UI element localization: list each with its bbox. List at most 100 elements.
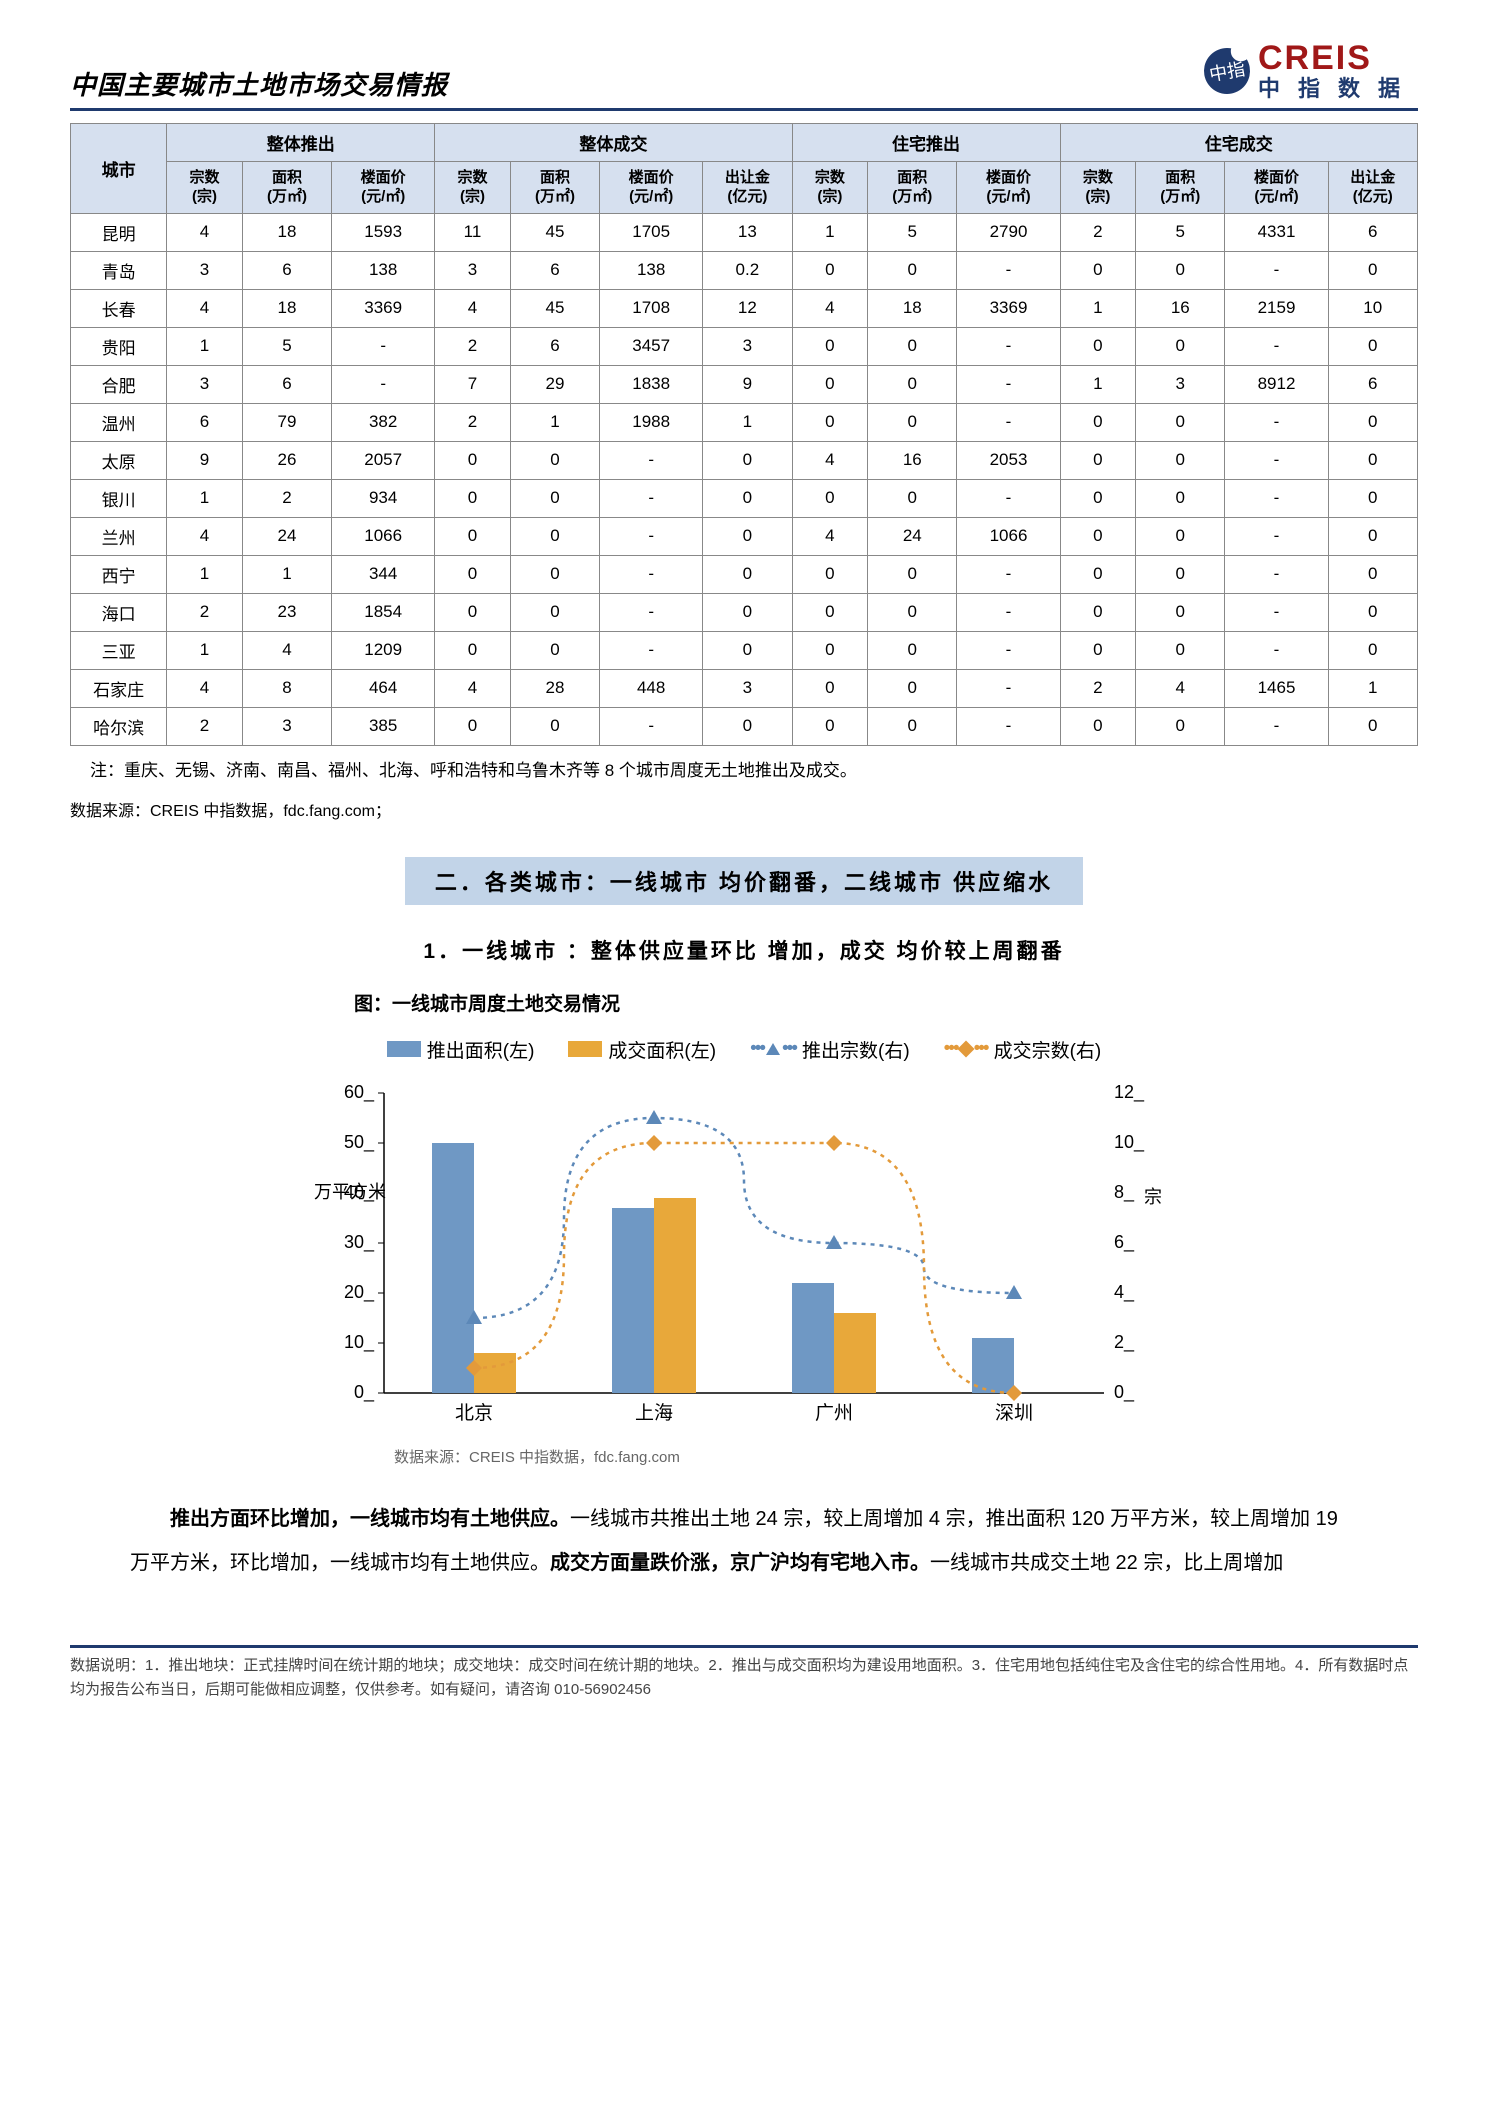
data-cell: 7: [435, 365, 511, 403]
city-cell: 昆明: [71, 213, 167, 251]
data-cell: 2: [242, 479, 331, 517]
data-cell: 0: [792, 251, 868, 289]
chart-svg: 0_10_20_30_40_50_60_0_2_4_6_8_10_12_万平方米…: [294, 1073, 1174, 1433]
data-cell: 0: [1136, 479, 1225, 517]
section-header-text: 二．各类城市：一线城市 均价翻番，二线城市 供应缩水: [405, 857, 1083, 905]
data-cell: 2057: [332, 441, 435, 479]
data-cell: 1708: [600, 289, 703, 327]
data-cell: 1705: [600, 213, 703, 251]
data-cell: 0: [703, 555, 792, 593]
data-cell: 0: [1328, 707, 1417, 745]
city-cell: 石家庄: [71, 669, 167, 707]
svg-text:0_: 0_: [354, 1382, 375, 1403]
section-header: 二．各类城市：一线城市 均价翻番，二线城市 供应缩水: [70, 857, 1418, 905]
data-cell: 0: [792, 555, 868, 593]
legend-line1: •••••• 推出宗数(右): [750, 1036, 910, 1063]
data-cell: 4: [167, 517, 243, 555]
data-cell: 0: [1328, 251, 1417, 289]
data-cell: -: [600, 707, 703, 745]
col-header: 出让金(亿元): [703, 161, 792, 213]
data-cell: 0: [703, 517, 792, 555]
data-cell: 0: [1136, 441, 1225, 479]
data-cell: 2: [435, 403, 511, 441]
data-cell: 0: [1060, 555, 1136, 593]
data-cell: 0: [868, 251, 957, 289]
data-cell: 0: [435, 479, 511, 517]
data-cell: 0: [1060, 441, 1136, 479]
data-cell: 0: [792, 403, 868, 441]
data-cell: 0: [1060, 403, 1136, 441]
data-cell: 0: [1060, 327, 1136, 365]
city-cell: 兰州: [71, 517, 167, 555]
data-cell: 11: [435, 213, 511, 251]
data-cell: 6: [167, 403, 243, 441]
data-cell: 16: [868, 441, 957, 479]
data-cell: 0: [792, 631, 868, 669]
data-cell: 0.2: [703, 251, 792, 289]
col-header: 楼面价(元/㎡): [600, 161, 703, 213]
svg-text:深圳: 深圳: [995, 1402, 1033, 1424]
data-cell: 18: [242, 289, 331, 327]
col-header: 宗数(宗): [1060, 161, 1136, 213]
data-cell: 13: [703, 213, 792, 251]
group-h2: 整体成交: [435, 123, 792, 161]
data-cell: 0: [1060, 593, 1136, 631]
data-cell: 9: [703, 365, 792, 403]
data-cell: 0: [435, 593, 511, 631]
data-cell: -: [957, 479, 1060, 517]
data-cell: 0: [868, 555, 957, 593]
data-cell: -: [957, 327, 1060, 365]
data-cell: 2: [435, 327, 511, 365]
table-row: 贵阳15-263457300-00-0: [71, 327, 1418, 365]
data-cell: 4: [167, 289, 243, 327]
col-header: 楼面价(元/㎡): [332, 161, 435, 213]
data-cell: 1: [1060, 289, 1136, 327]
data-cell: 1: [703, 403, 792, 441]
data-source: 数据来源：CREIS 中指数据，fdc.fang.com；: [70, 797, 1418, 821]
data-cell: 0: [703, 593, 792, 631]
data-cell: 3369: [957, 289, 1060, 327]
data-cell: 3457: [600, 327, 703, 365]
data-cell: 1: [242, 555, 331, 593]
col-header: 面积(万㎡): [510, 161, 599, 213]
chart-area: 图：一线城市周度土地交易情况 推出面积(左) 成交面积(左) •••••• 推出…: [294, 989, 1194, 1467]
data-cell: 4: [792, 289, 868, 327]
col-header: 宗数(宗): [792, 161, 868, 213]
svg-text:4_: 4_: [1114, 1282, 1135, 1303]
data-cell: 24: [242, 517, 331, 555]
city-cell: 青岛: [71, 251, 167, 289]
data-cell: 0: [1136, 251, 1225, 289]
data-cell: 382: [332, 403, 435, 441]
data-cell: 0: [510, 631, 599, 669]
data-cell: 0: [510, 593, 599, 631]
data-cell: 2159: [1225, 289, 1328, 327]
svg-text:北京: 北京: [455, 1402, 493, 1424]
data-cell: -: [600, 631, 703, 669]
page-title: 中国主要城市土地市场交易情报: [70, 65, 448, 102]
data-cell: 3: [703, 669, 792, 707]
data-cell: 8912: [1225, 365, 1328, 403]
data-cell: 0: [510, 479, 599, 517]
table-row: 石家庄48464428448300-2414651: [71, 669, 1418, 707]
col-header: 面积(万㎡): [868, 161, 957, 213]
data-cell: 0: [792, 327, 868, 365]
data-cell: 1: [167, 327, 243, 365]
svg-text:广州: 广州: [815, 1402, 853, 1424]
data-cell: 0: [703, 479, 792, 517]
data-cell: 6: [242, 365, 331, 403]
data-cell: 3369: [332, 289, 435, 327]
svg-text:10_: 10_: [1114, 1132, 1145, 1153]
data-cell: -: [1225, 479, 1328, 517]
svg-text:宗: 宗: [1144, 1187, 1162, 1207]
data-cell: 0: [1328, 631, 1417, 669]
table-row: 昆明418159311451705131527902543316: [71, 213, 1418, 251]
data-cell: 5: [868, 213, 957, 251]
data-cell: 12: [703, 289, 792, 327]
data-cell: 1066: [957, 517, 1060, 555]
data-cell: 3: [242, 707, 331, 745]
legend-bar1: 推出面积(左): [387, 1036, 535, 1063]
table-row: 银川1293400-000-00-0: [71, 479, 1418, 517]
data-cell: 4: [792, 441, 868, 479]
data-cell: 0: [792, 593, 868, 631]
svg-text:60_: 60_: [344, 1082, 375, 1103]
